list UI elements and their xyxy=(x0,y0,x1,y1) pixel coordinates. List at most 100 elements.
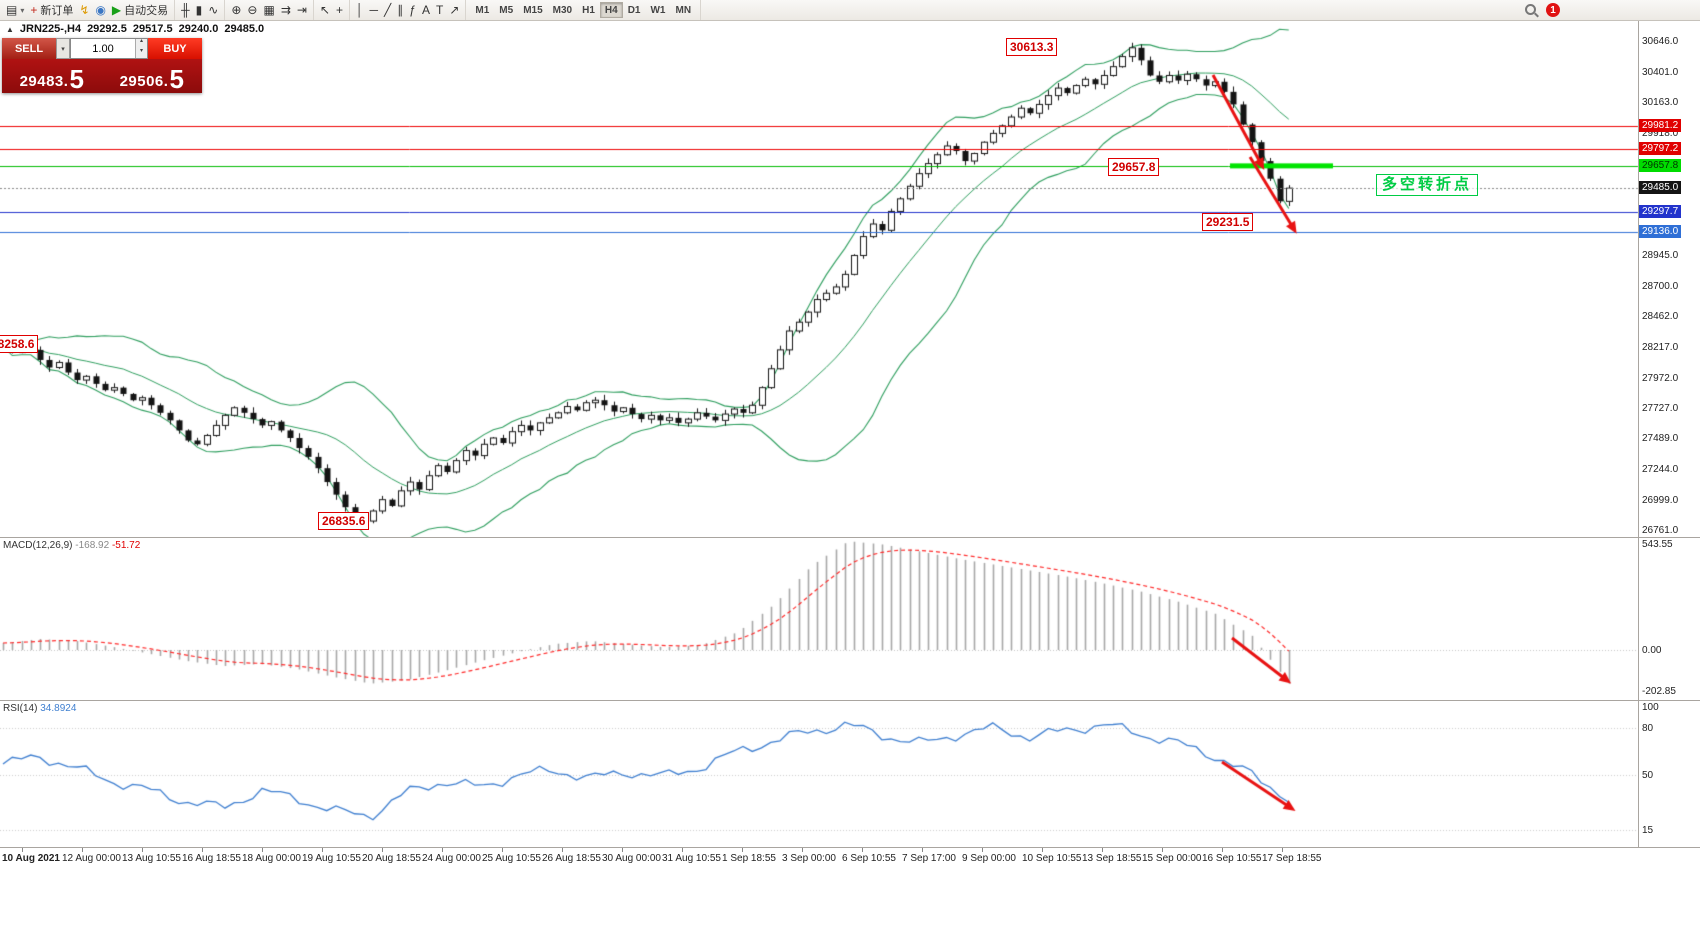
time-axis-label: 25 Aug 10:55 xyxy=(482,853,541,864)
time-axis-label: 15 Sep 00:00 xyxy=(1142,853,1202,864)
rsi-value: 34.8924 xyxy=(40,703,77,714)
autotrading-icon: ▶ xyxy=(111,3,122,17)
turning-point-annotation[interactable]: 多空转折点 xyxy=(1376,174,1479,196)
buy-price: 29506. 5 xyxy=(102,59,202,93)
price-callout-recent-low[interactable]: 29231.5 xyxy=(1202,213,1254,231)
time-axis-label: 17 Sep 18:55 xyxy=(1262,853,1322,864)
pane-separator[interactable] xyxy=(0,700,1700,701)
macd-axis-label: 0.00 xyxy=(1642,645,1662,656)
time-axis[interactable]: 10 Aug 2021 12 Aug 00:00 13 Aug 10:55 16 Au… xyxy=(0,847,1700,870)
candlestick-chart-icon: ▮ xyxy=(195,3,203,17)
time-tick xyxy=(982,848,983,852)
time-tick xyxy=(202,848,203,852)
tile-windows-button[interactable]: ▦ xyxy=(260,3,277,17)
toolbar-group: ↖ + xyxy=(314,0,351,20)
sell-price-pip: 5 xyxy=(69,64,85,94)
mql5-button[interactable]: ↯ xyxy=(76,3,92,17)
bar-chart-button[interactable]: ╫ xyxy=(178,3,193,17)
zoom-in-icon: ⊕ xyxy=(231,3,242,17)
sell-button[interactable]: SELL xyxy=(2,38,56,59)
price-axis-label: 27244.0 xyxy=(1642,464,1679,476)
new-order-button[interactable]: + 新订单 xyxy=(27,1,76,19)
zoom-out-icon: ⊖ xyxy=(247,3,258,17)
trade-panel-toggle-icon[interactable]: ▲ xyxy=(6,24,14,34)
chart-shift-button[interactable]: ⇥ xyxy=(294,3,310,17)
price-callout-peak[interactable]: 30613.3 xyxy=(1006,38,1058,56)
price-axis-label: 28945.0 xyxy=(1642,250,1679,262)
time-tick xyxy=(382,848,383,852)
price-tag: 29657.8 xyxy=(1639,159,1682,173)
time-tick xyxy=(322,848,323,852)
cursor-button[interactable]: ↖ xyxy=(317,3,333,17)
timeframe-m30-button[interactable]: M30 xyxy=(548,2,577,18)
price-callout-green-level[interactable]: 29657.8 xyxy=(1108,158,1160,176)
new-chart-button[interactable]: ▤ ▾ xyxy=(3,3,27,17)
price-tag: 29136.0 xyxy=(1639,225,1682,239)
time-tick xyxy=(1162,848,1163,852)
zoom-out-button[interactable]: ⊖ xyxy=(244,3,260,17)
pane-separator[interactable] xyxy=(0,537,1700,538)
arrow-objects-button[interactable]: ↗ xyxy=(446,3,462,17)
timeframe-h1-button[interactable]: H1 xyxy=(577,2,600,18)
candlestick-chart-button[interactable]: ▮ xyxy=(193,3,206,17)
time-tick xyxy=(1102,848,1103,852)
community-button[interactable]: ◉ xyxy=(92,3,108,17)
timeframe-mn-button[interactable]: MN xyxy=(670,2,696,18)
chevron-down-icon: ▾ xyxy=(61,45,65,53)
time-axis-label: 30 Aug 00:00 xyxy=(602,853,661,864)
search-icon xyxy=(1525,4,1536,15)
trendline-button[interactable]: ╱ xyxy=(381,3,394,17)
vertical-line-button[interactable]: │ xyxy=(353,3,367,17)
order-type-dropdown[interactable]: ▾ xyxy=(56,38,70,59)
line-chart-button[interactable]: ∿ xyxy=(205,3,221,17)
toolbar-group: │ ─ ╱ ∥ ƒ A T ↗ xyxy=(350,0,467,20)
text-label-button[interactable]: T xyxy=(433,3,446,17)
new-chart-icon: ▤ xyxy=(6,3,18,17)
price-axis-border xyxy=(1638,20,1639,847)
price-callout-left-high[interactable]: 28258.6 xyxy=(0,335,39,353)
fibonacci-retracement-button[interactable]: ƒ xyxy=(406,3,419,17)
volume-input[interactable] xyxy=(71,39,135,58)
equidistant-channel-button[interactable]: ∥ xyxy=(394,3,406,17)
time-tick xyxy=(682,848,683,852)
timeframe-m15-button[interactable]: M15 xyxy=(518,2,547,18)
volume-down-button[interactable]: ▾ xyxy=(136,48,147,58)
toolbar-group: ╫ ▮ ∿ xyxy=(175,0,226,20)
toolbar-right: 1 xyxy=(1523,2,1560,18)
rsi-axis-label: 15 xyxy=(1642,824,1654,836)
time-tick xyxy=(82,848,83,852)
horizontal-line-button[interactable]: ─ xyxy=(367,3,382,17)
timeframe-h4-button[interactable]: H4 xyxy=(599,2,623,18)
search-button[interactable] xyxy=(1523,2,1539,18)
zoom-in-button[interactable]: ⊕ xyxy=(228,3,244,17)
timeframe-w1-button[interactable]: W1 xyxy=(645,2,670,18)
auto-scroll-button[interactable]: ⇉ xyxy=(278,3,294,17)
crosshair-button[interactable]: + xyxy=(333,3,346,17)
volume-up-button[interactable]: ▴ xyxy=(136,38,147,49)
time-tick xyxy=(862,848,863,852)
price-axis[interactable]: 30646.0 30401.0 30163.0 29918.0 28945.0 28700… xyxy=(1639,0,1700,870)
notification-badge[interactable]: 1 xyxy=(1546,3,1560,17)
macd-axis-label: -202.85 xyxy=(1642,685,1676,697)
mql5-icon: ↯ xyxy=(79,3,90,17)
autotrading-button[interactable]: ▶ 自动交易 xyxy=(109,1,171,19)
macd-value: -168.92 xyxy=(75,540,110,551)
timeframe-d1-button[interactable]: D1 xyxy=(623,2,646,18)
new-order-label: 新订单 xyxy=(40,5,74,17)
macd-signal-value: -51.72 xyxy=(111,540,141,551)
time-axis-label: 16 Aug 18:55 xyxy=(182,853,241,864)
ohlc-open: 29292.5 xyxy=(87,23,127,35)
timeframe-m5-button[interactable]: M5 xyxy=(494,2,518,18)
rsi-axis-label: 100 xyxy=(1642,702,1659,713)
buy-button[interactable]: BUY xyxy=(148,38,202,59)
time-axis-label: 6 Sep 10:55 xyxy=(842,853,896,864)
vertical-line-icon: │ xyxy=(356,3,364,17)
time-tick xyxy=(802,848,803,852)
price-callout-swing-low[interactable]: 26835.6 xyxy=(318,512,370,530)
new-order-icon: + xyxy=(30,3,38,17)
trendline-icon: ╱ xyxy=(384,3,392,17)
time-axis-label: 10 Sep 10:55 xyxy=(1022,853,1082,864)
timeframe-m1-button[interactable]: M1 xyxy=(470,2,494,18)
text-button[interactable]: A xyxy=(419,3,433,17)
